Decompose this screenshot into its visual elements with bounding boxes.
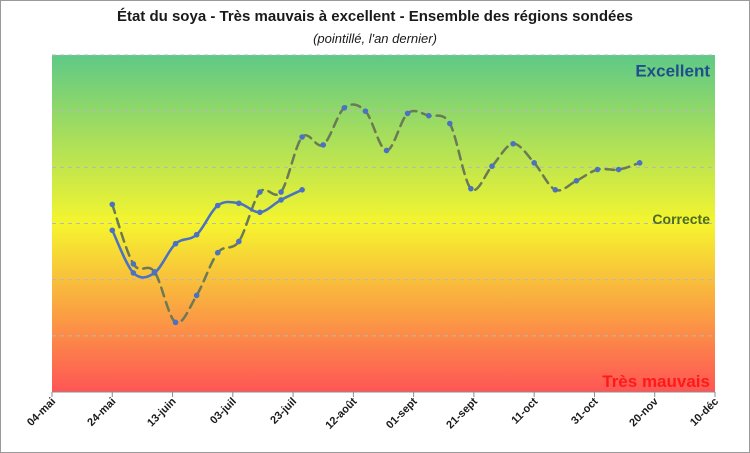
data-point-dashed	[404, 110, 411, 117]
band-label-0: Excellent	[635, 62, 710, 81]
data-point-dashed	[257, 189, 263, 195]
data-point-dashed	[341, 104, 348, 111]
data-point-dashed	[172, 319, 179, 326]
data-point-dashed	[573, 178, 580, 184]
chart-subtitle: (pointillé, l'an dernier)	[313, 31, 437, 46]
data-point-dashed	[425, 112, 432, 119]
x-axis-tick-labels: 04-mai 24-mai 13-juin 03-juil 23-juil 12-août…	[25, 392, 721, 432]
gridlines	[52, 54, 715, 337]
x-tick-label: 11-oct	[509, 395, 540, 426]
data-point-dashed	[299, 134, 305, 140]
data-point-solid	[130, 270, 137, 276]
data-point-solid	[151, 270, 158, 276]
data-point-solid	[172, 240, 179, 247]
data-point-dashed	[214, 249, 221, 256]
data-point-dashed	[383, 147, 390, 154]
data-point-solid	[236, 200, 242, 207]
x-tick-label: 21-sept	[444, 395, 480, 431]
x-tick-label: 01-sept	[384, 395, 420, 431]
data-point-dashed	[447, 120, 453, 127]
series-line-solid	[111, 188, 304, 279]
data-point-solid	[278, 197, 284, 203]
x-tick-label: 04-mai	[25, 396, 58, 429]
data-point-solid	[214, 202, 221, 209]
x-tick-label: 10-déc	[688, 396, 721, 429]
data-point-solid	[257, 209, 263, 216]
data-point-dashed	[489, 163, 495, 170]
data-point-dashed	[236, 238, 242, 245]
x-tick-label: 13-juin	[145, 395, 179, 429]
data-point-dashed	[531, 160, 537, 166]
data-point-dashed	[278, 189, 284, 195]
data-point-dashed	[320, 142, 327, 148]
x-tick-label: 24-mai	[85, 396, 118, 429]
data-point-dashed	[510, 140, 516, 147]
data-point-solid	[193, 231, 200, 238]
x-tick-label: 20-nov	[627, 395, 661, 429]
data-point-dashed	[193, 292, 200, 299]
data-point-dashed	[615, 166, 622, 173]
data-point-solid	[299, 187, 305, 193]
data-point-dashed	[594, 166, 601, 173]
series-layer	[109, 103, 643, 326]
band-annotations: Excellent Correcte Très mauvais	[602, 62, 710, 391]
data-point-dashed	[636, 160, 643, 166]
chart-title: État du soya - Très mauvais à excellent …	[116, 8, 634, 25]
x-tick-label: 03-juil	[208, 396, 239, 427]
band-label-2: Très mauvais	[602, 372, 710, 391]
x-tick-label: 12-août	[323, 395, 359, 431]
data-point-dashed	[130, 261, 137, 267]
data-point-solid	[109, 227, 116, 234]
data-point-dashed	[552, 187, 559, 193]
x-tick-label: 31-oct	[569, 395, 601, 427]
band-label-1: Correcte	[652, 211, 710, 227]
data-point-dashed	[468, 185, 474, 192]
data-point-dashed	[109, 201, 116, 208]
x-tick-label: 23-juil	[268, 396, 299, 427]
data-point-dashed	[362, 108, 369, 114]
